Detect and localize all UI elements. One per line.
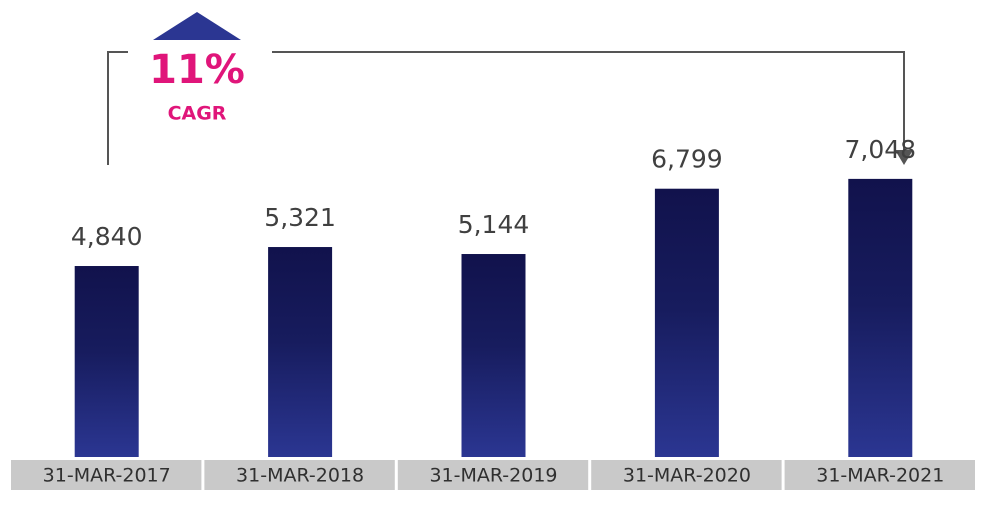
cagr-bracket [107,51,905,165]
x-tick-label: 31-MAR-2018 [236,465,364,487]
arrow-head [895,150,913,165]
category-box [397,460,589,490]
bar [74,266,139,457]
category-box [784,460,975,490]
cagr-label: CAGR [168,103,227,125]
value-label: 4,840 [71,222,143,251]
x-tick-label: 31-MAR-2021 [816,465,944,487]
category-box [591,460,782,490]
value-label: 7,048 [845,135,917,164]
bar [461,254,526,457]
x-tick-label: 31-MAR-2020 [623,465,751,487]
bar [654,188,719,457]
value-label: 5,321 [264,203,336,232]
x-tick-label: 31-MAR-2019 [429,465,557,487]
bar [848,178,913,457]
value-label: 5,144 [458,210,530,239]
category-box [204,460,395,490]
up-triangle [153,12,241,40]
bar [268,247,333,457]
category-box [11,460,202,490]
x-tick-label: 31-MAR-2017 [43,465,171,487]
value-label: 6,799 [651,145,723,174]
cagr-value: 11% [149,47,245,93]
